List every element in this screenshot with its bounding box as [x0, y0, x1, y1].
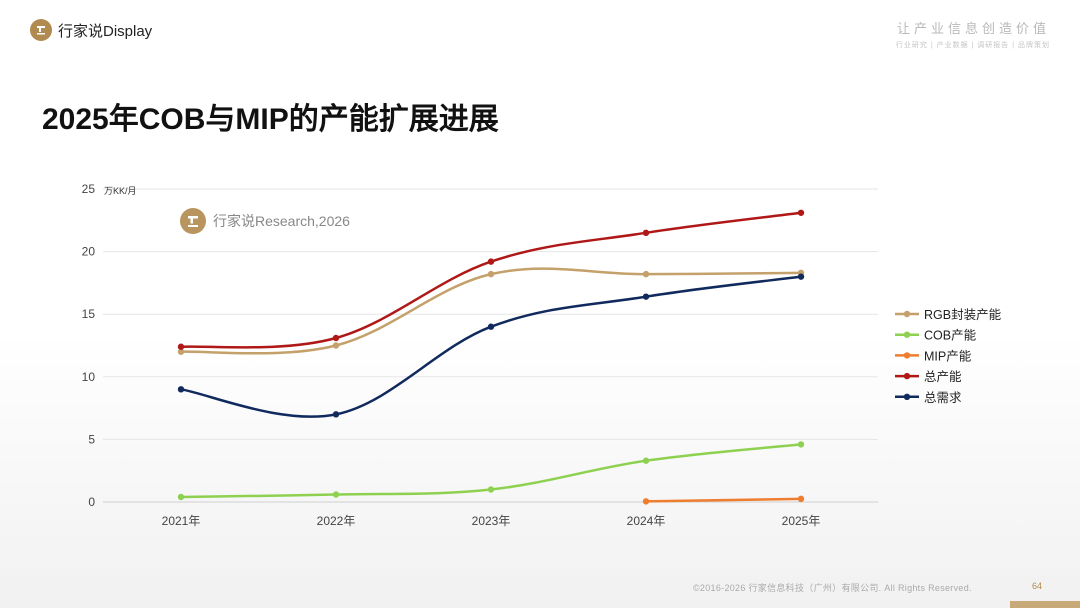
series-4-point-0 [177, 386, 185, 393]
series-line-2 [644, 497, 803, 503]
series-line-0 [179, 267, 803, 355]
copyright-footer: ©2016-2026 行家信息科技（广州）有限公司. All Rights Re… [693, 583, 972, 593]
y-tick-label-5: 5 [88, 432, 95, 446]
y-tick-label-10: 10 [82, 370, 96, 384]
y-axis-unit-label: 万KK/月 [104, 186, 137, 196]
series-3-point-2 [487, 258, 495, 265]
series-4-point-1 [332, 411, 340, 418]
x-tick-label-4: 2025年 [782, 514, 821, 528]
bottom-accent-bar [1010, 601, 1080, 608]
series-0-point-1 [332, 342, 340, 349]
legend-label-2: MIP产能 [924, 349, 972, 363]
series-1-point-0 [177, 493, 185, 501]
series-0-point-2 [487, 270, 495, 278]
x-tick-label-3: 2024年 [627, 514, 666, 528]
x-tick-label-1: 2022年 [317, 514, 356, 528]
y-tick-label-0: 0 [88, 495, 95, 509]
legend-swatch-marker-1 [903, 331, 911, 338]
legend-label-4: 总需求 [924, 391, 962, 405]
slogan-sub: 行业研究 | 产业数据 | 调研报告 | 品牌策划 [895, 42, 1050, 49]
legend-swatch-marker-4 [903, 393, 911, 400]
brand-logo-icon [30, 19, 52, 41]
y-tick-label-15: 15 [82, 307, 96, 321]
legend-swatch-marker-3 [903, 372, 911, 380]
watermark-text: 行家说Research,2026 [213, 213, 350, 229]
page-title: 2025年COB与MIP的产能扩展进展 [42, 103, 499, 136]
series-1-point-2 [487, 486, 495, 493]
series-3-point-1 [332, 334, 340, 342]
y-tick-label-20: 20 [82, 245, 96, 259]
series-3-point-0 [177, 343, 185, 350]
legend-label-3: 总产能 [924, 370, 962, 384]
brand: 行家说Display [30, 19, 152, 41]
y-tick-label-25: 25 [82, 182, 96, 196]
series-1-point-3 [642, 457, 650, 464]
slogan: 让产业信息创造价值 行业研究 | 产业数据 | 调研报告 | 品牌策划 [896, 18, 1050, 50]
legend-swatch-marker-0 [903, 310, 911, 318]
series-4-point-4 [797, 273, 805, 280]
series-0-point-0 [177, 348, 185, 355]
series-1-point-1 [332, 491, 340, 498]
series-2-point-4 [797, 495, 805, 503]
series-0-point-3 [642, 270, 650, 278]
watermark-logo-glyph [188, 216, 198, 227]
series-4-point-2 [487, 323, 495, 330]
legend-label-1: COB产能 [924, 329, 977, 343]
series-3-point-3 [642, 229, 650, 237]
legend-label-0: RGB封装产能 [924, 308, 1002, 322]
series-2-point-3 [642, 498, 650, 505]
series-3-point-4 [797, 209, 805, 216]
series-1-point-4 [797, 441, 805, 448]
brand-name: 行家说Display [58, 22, 153, 40]
series-4-point-3 [642, 293, 650, 300]
slogan-main: 让产业信息创造价值 [896, 21, 1050, 36]
x-tick-label-0: 2021年 [162, 514, 201, 528]
x-tick-label-2: 2023年 [472, 514, 511, 528]
legend-swatch-marker-2 [903, 352, 911, 359]
page-number: 64 [1032, 581, 1043, 591]
